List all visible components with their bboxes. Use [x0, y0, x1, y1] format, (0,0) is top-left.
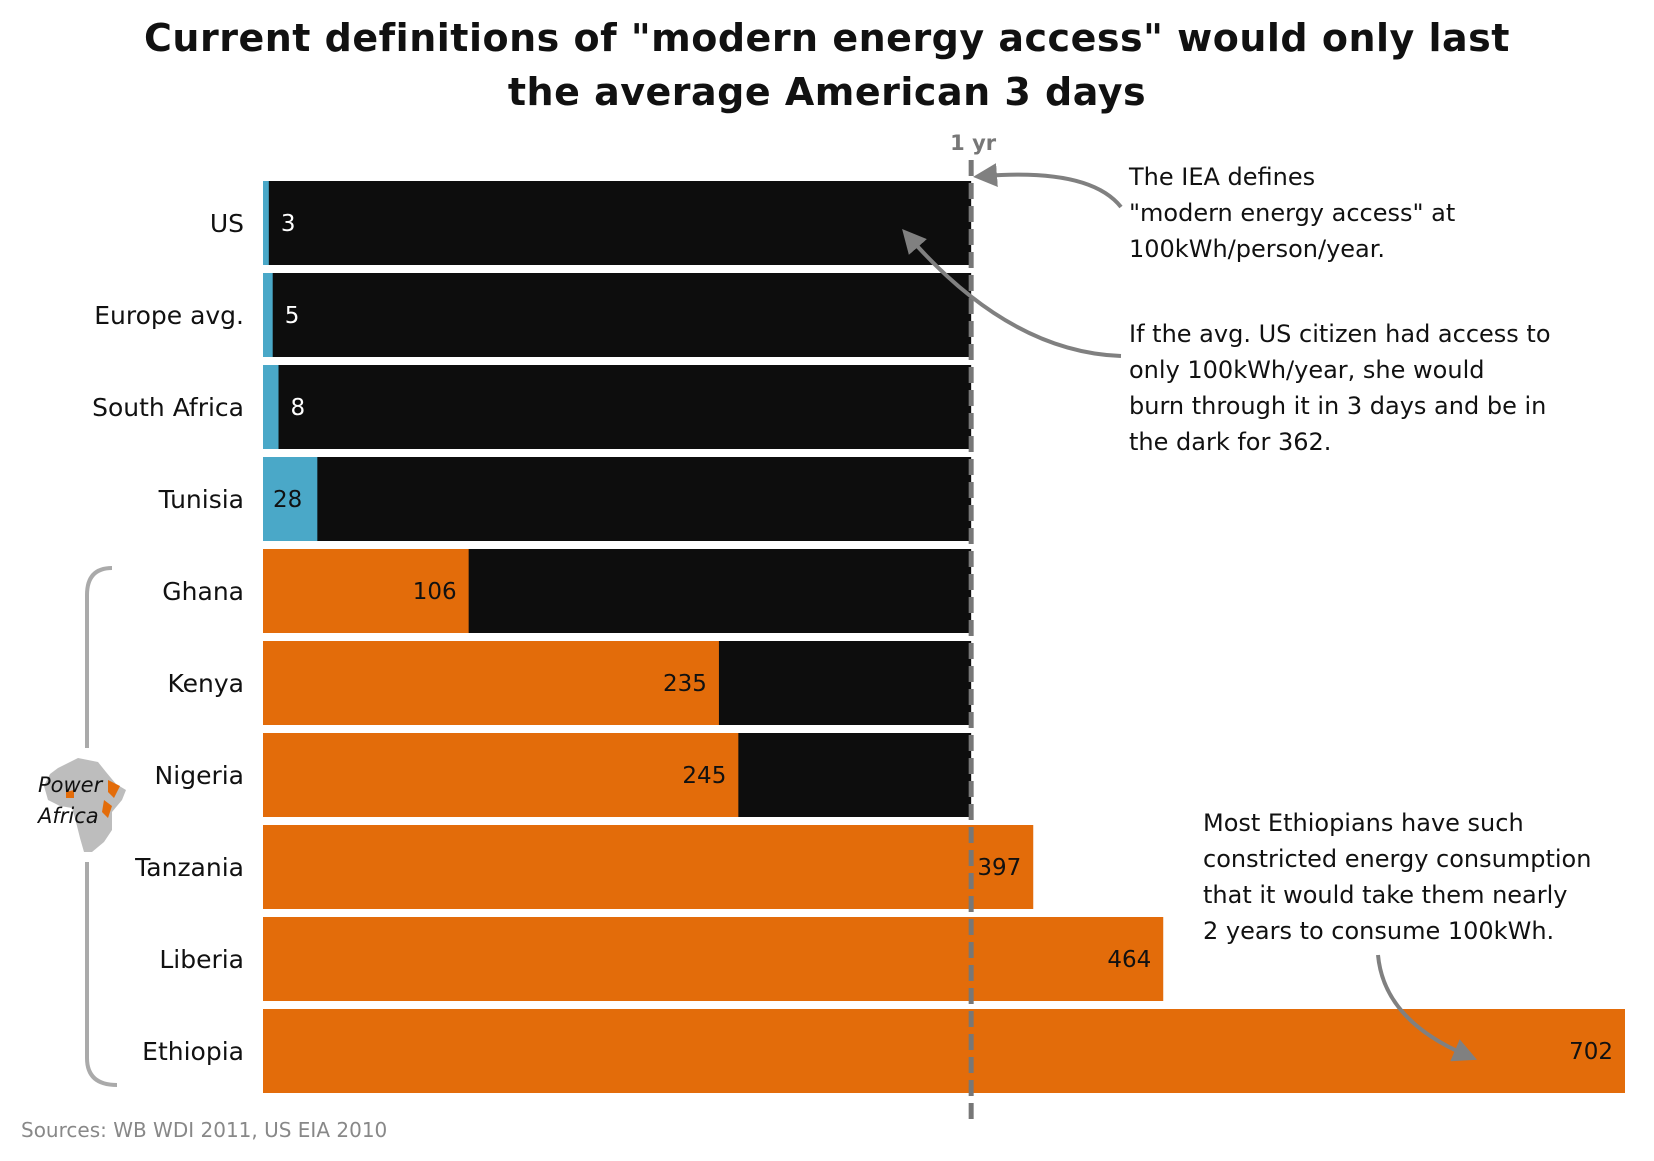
annotation-line: "modern energy access" at [1129, 199, 1456, 227]
value-bar [263, 825, 1034, 909]
value-bar [263, 549, 469, 633]
value-bar [263, 733, 739, 817]
sources-note: Sources: WB WDI 2011, US EIA 2010 [21, 1118, 388, 1142]
value-bar [263, 641, 719, 725]
annotation-line: 100kWh/person/year. [1129, 235, 1386, 263]
power-africa-label-line-1: Power [38, 773, 103, 797]
value-bar [263, 181, 269, 265]
bracket-top [85, 566, 113, 748]
chart-title-line-1: Current definitions of "modern energy ac… [144, 16, 1510, 60]
arrow-ethiopia [1376, 954, 1478, 1062]
data-label: 28 [273, 487, 302, 513]
annotation-line: constricted energy consumption [1203, 845, 1592, 873]
arrow-iea [973, 163, 1123, 209]
value-bar [263, 1009, 1625, 1093]
category-label: US [210, 209, 244, 238]
arrow-us [902, 228, 1122, 358]
annotation-line: that it would take them nearly [1203, 881, 1568, 909]
category-label: Tunisia [158, 485, 244, 514]
annotation-line: If the avg. US citizen had access to [1129, 320, 1551, 348]
data-label: 235 [663, 671, 707, 697]
remainder-bar [263, 457, 972, 541]
category-label: Kenya [168, 669, 245, 698]
annotation-ethiopia: Most Ethiopians have such constricted en… [1203, 805, 1591, 949]
value-bar [263, 457, 318, 541]
category-label: Europe avg. [94, 301, 244, 330]
data-label: 245 [682, 763, 726, 789]
power-africa-label-line-2: Africa [38, 804, 99, 828]
annotation-line: only 100kWh/year, she would [1129, 356, 1485, 384]
category-label: Tanzania [134, 853, 244, 882]
category-label: Ghana [162, 577, 244, 606]
data-label: 3 [281, 211, 296, 237]
value-bar [263, 365, 279, 449]
remainder-bar [263, 273, 972, 357]
data-label: 8 [291, 395, 306, 421]
annotation-line: 2 years to consume 100kWh. [1203, 917, 1555, 945]
annotation-line: Most Ethiopians have such [1203, 809, 1524, 837]
annotation-iea: The IEA defines "modern energy access" a… [1129, 159, 1455, 267]
category-label: South Africa [92, 393, 244, 422]
power-africa-label: Power Africa [38, 770, 102, 832]
data-label: 5 [285, 303, 300, 329]
chart-title-line-2: the average American 3 days [507, 70, 1147, 114]
africa-map-icon [44, 758, 126, 852]
annotation-us: If the avg. US citizen had access to onl… [1129, 316, 1551, 460]
annotation-line: The IEA defines [1129, 163, 1316, 191]
category-label: Nigeria [155, 761, 244, 790]
data-label: 702 [1569, 1039, 1613, 1065]
bracket-bottom [85, 862, 118, 1087]
reference-label: 1 yr [950, 131, 997, 155]
annotation-line: the dark for 362. [1129, 428, 1332, 456]
power-africa-countries-icon [66, 780, 120, 818]
value-bar [263, 917, 1164, 1001]
remainder-bar [263, 365, 972, 449]
data-label: 464 [1107, 947, 1151, 973]
data-label: 106 [413, 579, 457, 605]
remainder-bar [263, 181, 972, 265]
category-label: Ethiopia [142, 1037, 244, 1066]
annotation-line: burn through it in 3 days and be in [1129, 392, 1547, 420]
category-label: Liberia [159, 945, 244, 974]
value-bar [263, 273, 273, 357]
data-label: 397 [977, 855, 1021, 881]
